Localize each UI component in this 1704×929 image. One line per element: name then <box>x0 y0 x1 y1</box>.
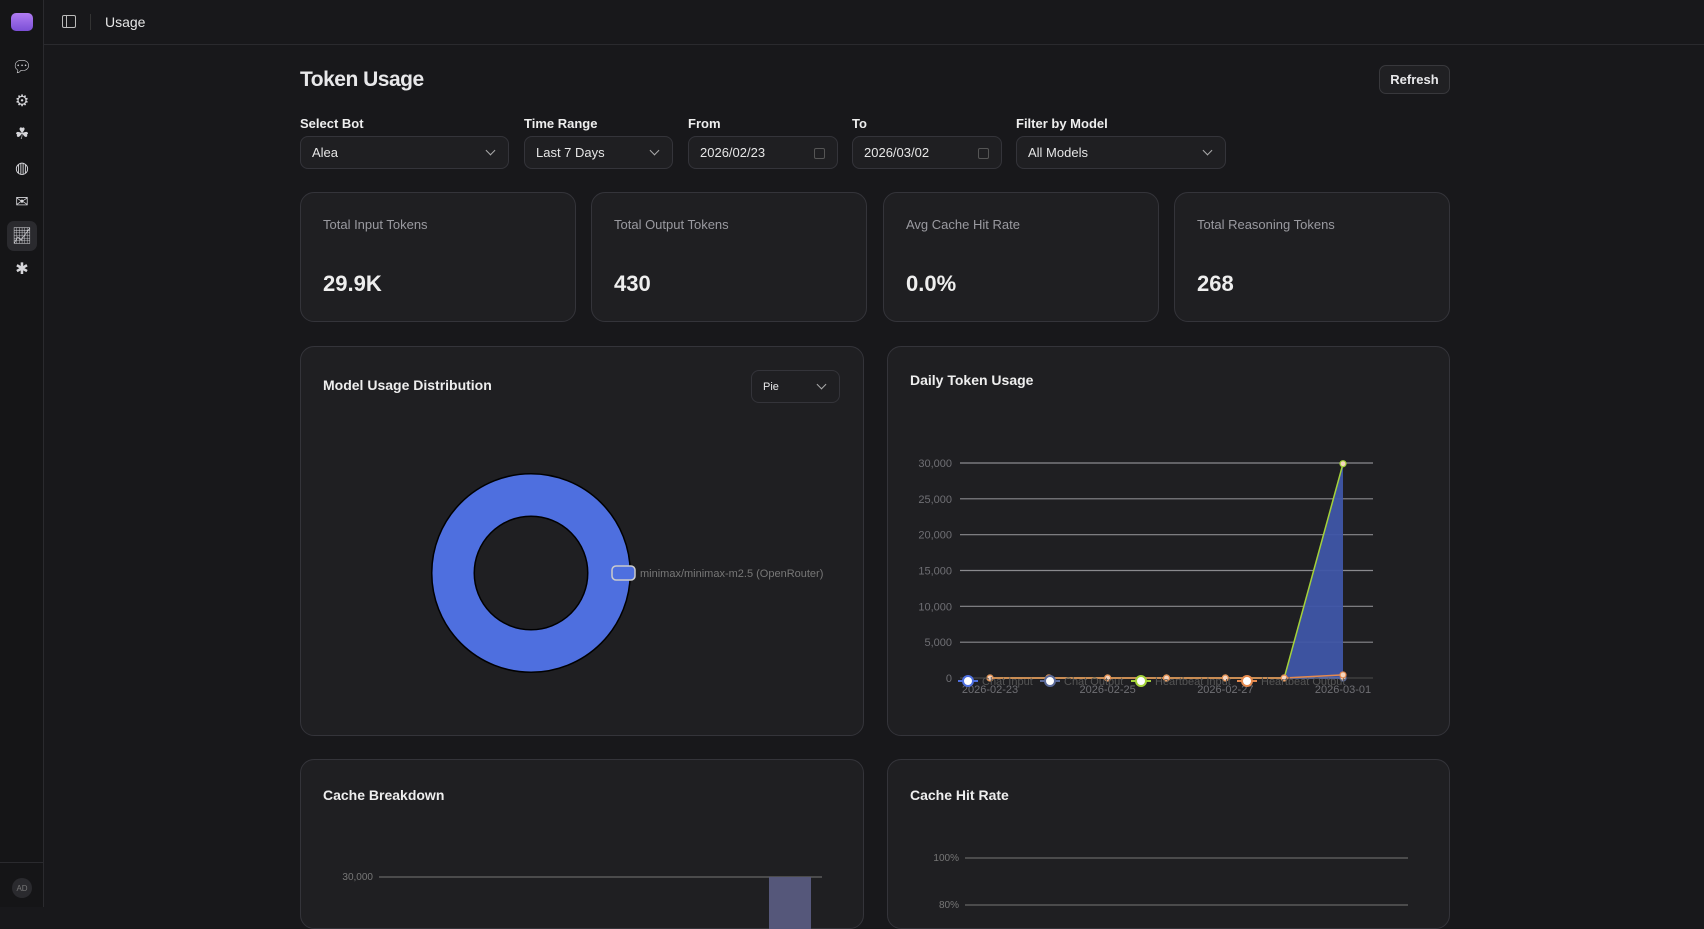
from-label: From <box>688 116 721 131</box>
to-date-input[interactable]: 2026/03/02 <box>852 136 1002 169</box>
data-point <box>986 674 994 682</box>
y-tick-label: 25,000 <box>918 494 952 506</box>
data-point <box>1339 460 1347 468</box>
model-distribution-card: Model Usage Distribution Pie minimax/min… <box>300 346 864 736</box>
area-fill <box>990 463 1343 678</box>
chat-icon[interactable]: 💬︎ <box>11 59 33 76</box>
y-tick-label: 20,000 <box>918 530 952 542</box>
donut-slice[interactable] <box>432 474 630 672</box>
stat-value: 0.0% <box>906 271 957 296</box>
stat-label: Avg Cache Hit Rate <box>906 217 1020 232</box>
time-range-dropdown[interactable]: Last 7 Days <box>524 136 673 169</box>
chevron-down-icon <box>649 145 660 156</box>
app-logo[interactable] <box>11 13 33 31</box>
sidebar: 💬︎ ⚙︎ ☘︎ ◍ ✉︎ 📈︎ ✱ AD <box>0 0 44 907</box>
skills-icon[interactable]: ☘︎ <box>14 126 30 143</box>
stat-card-cache: Avg Cache Hit Rate 0.0% <box>883 192 1159 322</box>
calendar-icon[interactable] <box>978 148 989 159</box>
stat-card-output: Total Output Tokens 430 <box>591 192 867 322</box>
y-tick-label: 100% <box>933 853 959 864</box>
stat-label: Total Input Tokens <box>323 217 428 232</box>
stat-value: 268 <box>1197 271 1234 296</box>
select-bot-label: Select Bot <box>300 116 364 131</box>
breadcrumb: Usage <box>105 14 146 30</box>
legend-label: Heartbeat Input <box>1155 676 1231 688</box>
bar[interactable] <box>769 877 811 929</box>
sidebar-toggle-icon[interactable] <box>62 15 76 28</box>
to-label: To <box>852 116 867 131</box>
topbar: Usage <box>44 0 1704 45</box>
data-point <box>1280 674 1288 682</box>
avatar[interactable]: AD <box>12 878 32 898</box>
filter-model-dropdown[interactable]: All Models <box>1016 136 1226 169</box>
chart-icon[interactable]: 📈︎ <box>7 221 37 251</box>
page-title: Token Usage <box>300 68 424 91</box>
daily-usage-card: Daily Token Usage 0 5,000 10,000 15,000 20,0… <box>887 346 1450 736</box>
card-title: Daily Token Usage <box>910 372 1034 388</box>
legend-label: Heartbeat Output <box>1261 676 1345 688</box>
legend-label: Chat Output <box>1064 676 1123 688</box>
cache-hit-line-chart: 100% 80% <box>933 853 1408 911</box>
divider <box>90 14 91 30</box>
select-bot-value: Alea <box>312 145 339 160</box>
cache-hit-rate-card: Cache Hit Rate 100% 80% <box>887 759 1450 929</box>
legend-swatch <box>611 565 636 581</box>
chart-type-dropdown[interactable]: Pie <box>751 370 840 403</box>
card-title: Cache Hit Rate <box>910 787 1009 803</box>
refresh-button[interactable]: Refresh <box>1379 65 1450 94</box>
stat-card-reasoning: Total Reasoning Tokens 268 <box>1174 192 1450 322</box>
legend-marker <box>962 675 974 687</box>
legend-label: Chat Input <box>982 676 1033 688</box>
chart-type-value: Pie <box>763 380 779 393</box>
legend-marker <box>1135 675 1147 687</box>
x-tick-label: 2026-02-23 <box>962 684 1018 696</box>
settings-icon[interactable]: ✱ <box>15 261 29 278</box>
data-point <box>1104 674 1112 682</box>
cache-bar-chart: 30,000 <box>342 872 822 929</box>
time-range-label: Time Range <box>524 116 598 131</box>
y-tick-label: 15,000 <box>918 566 952 578</box>
x-tick-label: 2026-03-01 <box>1315 684 1371 696</box>
data-point <box>1162 674 1171 682</box>
from-date-input[interactable]: 2026/02/23 <box>688 136 838 169</box>
to-date-value: 2026/03/02 <box>864 145 930 160</box>
legend-marker <box>1044 675 1056 687</box>
mail-icon[interactable]: ✉︎ <box>15 194 29 211</box>
y-tick-label: 30,000 <box>342 872 373 883</box>
donut-chart: minimax/minimax-m2.5 (OpenRouter) <box>431 473 823 673</box>
divider <box>0 862 44 863</box>
legend-marker <box>1241 675 1253 687</box>
filter-model-value: All Models <box>1028 145 1088 160</box>
y-tick-label: 10,000 <box>918 601 952 613</box>
x-tick-label: 2026-02-25 <box>1080 684 1136 696</box>
stat-value: 29.9K <box>323 271 382 296</box>
card-title: Cache Breakdown <box>323 787 445 803</box>
y-tick-label: 0 <box>946 673 952 685</box>
stat-card-input: Total Input Tokens 29.9K <box>300 192 576 322</box>
from-date-value: 2026/02/23 <box>700 145 766 160</box>
globe-icon[interactable]: ◍ <box>15 160 29 177</box>
x-tick-label: 2026-02-27 <box>1197 684 1253 696</box>
legend-label[interactable]: minimax/minimax-m2.5 (OpenRouter) <box>640 568 823 580</box>
calendar-icon[interactable] <box>814 148 825 159</box>
chevron-down-icon <box>1202 145 1213 156</box>
filter-model-label: Filter by Model <box>1016 116 1108 131</box>
time-range-value: Last 7 Days <box>536 145 605 160</box>
chevron-down-icon <box>485 145 496 156</box>
stat-label: Total Output Tokens <box>614 217 729 232</box>
cache-breakdown-card: Cache Breakdown 30,000 <box>300 759 864 929</box>
stat-value: 430 <box>614 271 651 296</box>
y-tick-label: 5,000 <box>924 637 952 649</box>
y-tick-label: 80% <box>939 900 959 911</box>
card-title: Model Usage Distribution <box>323 377 492 393</box>
data-point <box>1221 674 1229 682</box>
data-point <box>1339 671 1347 679</box>
stat-label: Total Reasoning Tokens <box>1197 217 1335 232</box>
robot-icon[interactable]: ⚙︎ <box>14 93 30 110</box>
daily-line-chart: 0 5,000 10,000 15,000 20,000 25,000 30,000 2026… <box>918 458 1373 696</box>
y-tick-label: 30,000 <box>918 458 952 470</box>
select-bot-dropdown[interactable]: Alea <box>300 136 509 169</box>
